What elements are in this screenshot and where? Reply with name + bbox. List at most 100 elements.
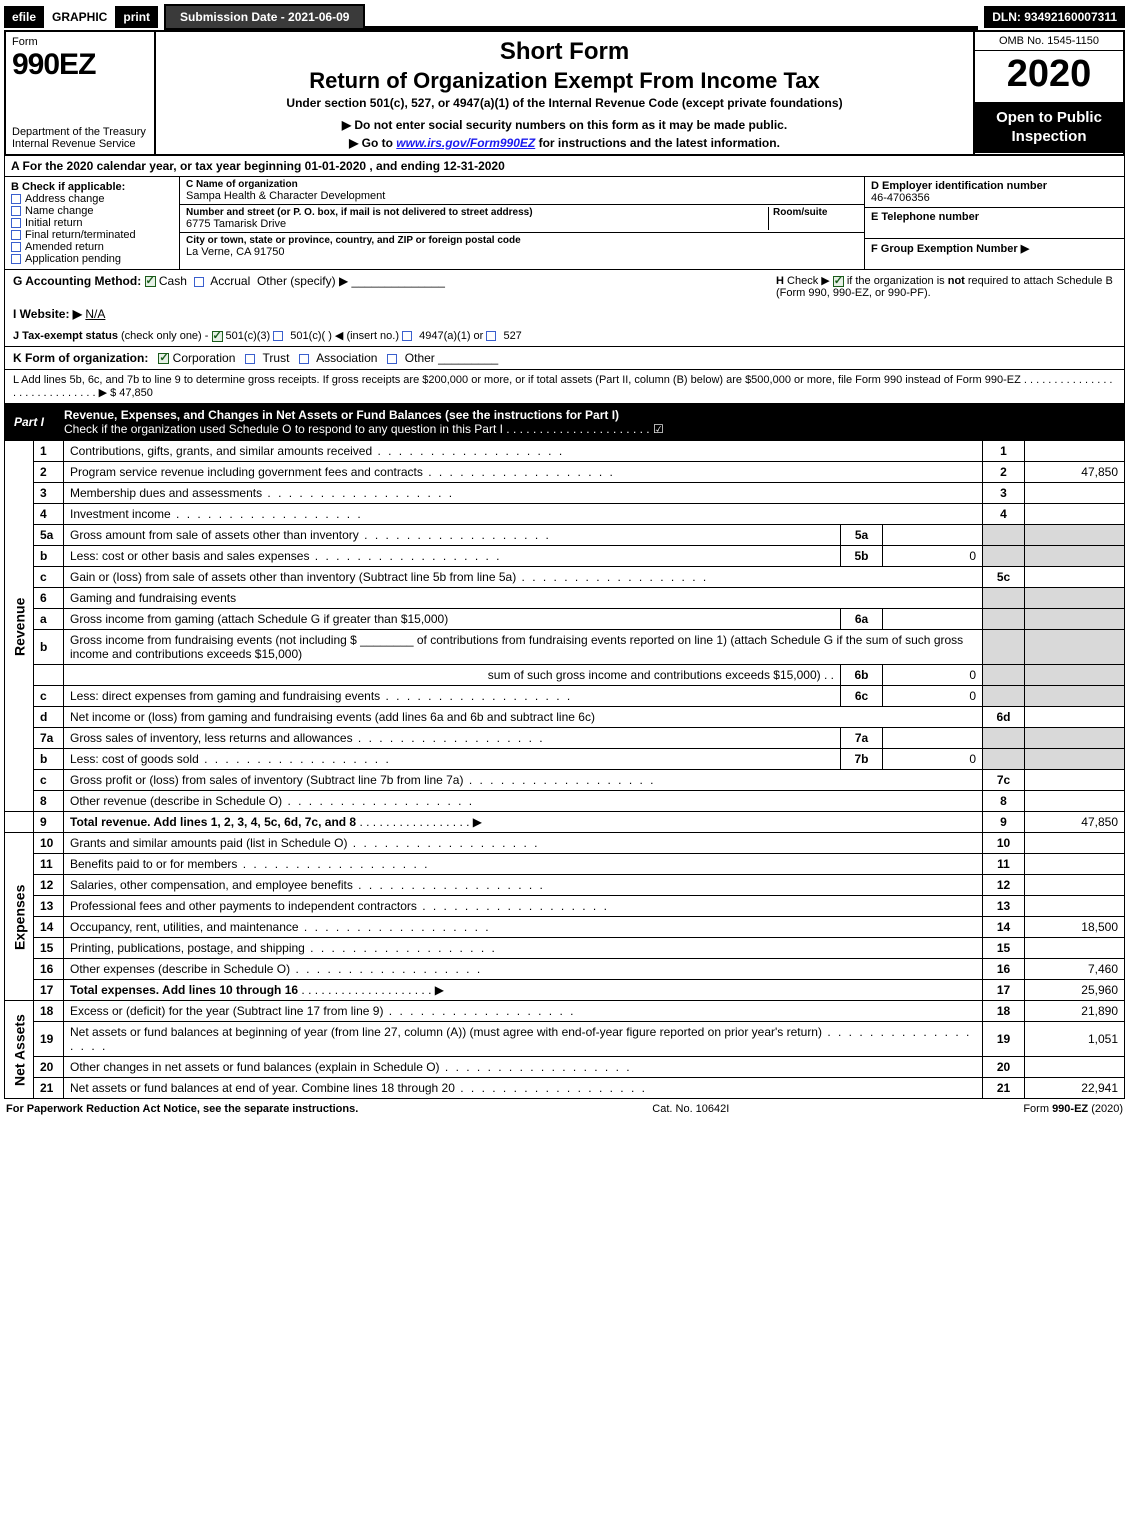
chk-pending[interactable] <box>11 254 21 264</box>
line18-amt: 21,890 <box>1025 1001 1125 1022</box>
line17-text: Total expenses. Add lines 10 through 16 <box>70 983 298 997</box>
line16-text: Other expenses (describe in Schedule O) <box>64 959 983 980</box>
open-public: Open to Public Inspection <box>975 103 1123 153</box>
tax-year: 2020 <box>975 51 1123 103</box>
line14-amt: 18,500 <box>1025 917 1125 938</box>
line11-amt <box>1025 854 1125 875</box>
dln: DLN: 93492160007311 <box>984 6 1125 28</box>
line11-text: Benefits paid to or for members <box>64 854 983 875</box>
line7a-amt <box>883 728 983 749</box>
line7a-text: Gross sales of inventory, less returns a… <box>64 728 841 749</box>
chk-final[interactable] <box>11 230 21 240</box>
line21-amt: 22,941 <box>1025 1078 1125 1099</box>
line-a: A For the 2020 calendar year, or tax yea… <box>5 156 1124 176</box>
line5b-amt: 0 <box>883 546 983 567</box>
line6c-text: Less: direct expenses from gaming and fu… <box>64 686 841 707</box>
line3-text: Membership dues and assessments <box>64 483 983 504</box>
line2-text: Program service revenue including govern… <box>64 462 983 483</box>
efile-label: efile <box>4 6 44 28</box>
line5a-text: Gross amount from sale of assets other t… <box>64 525 841 546</box>
b-label: B Check if applicable: <box>11 181 173 193</box>
part1-sub: Check if the organization used Schedule … <box>64 422 664 436</box>
submission-date: Submission Date - 2021-06-09 <box>164 4 365 30</box>
line16-amt: 7,460 <box>1025 959 1125 980</box>
line14-text: Occupancy, rent, utilities, and maintena… <box>64 917 983 938</box>
room-label: Room/suite <box>768 207 858 230</box>
chk-accrual[interactable] <box>194 277 204 287</box>
line3-amt <box>1025 483 1125 504</box>
line-g: G Accounting Method: Cash Accrual Other … <box>13 274 776 299</box>
chk-527[interactable] <box>486 331 496 341</box>
line-i: I Website: ▶ N/A <box>5 303 1124 325</box>
line8-text: Other revenue (describe in Schedule O) <box>64 791 983 812</box>
footer-right: Form 990-EZ (2020) <box>1023 1103 1123 1115</box>
line15-amt <box>1025 938 1125 959</box>
footer-left: For Paperwork Reduction Act Notice, see … <box>6 1103 358 1115</box>
d-label: D Employer identification number <box>871 180 1047 192</box>
omb-number: OMB No. 1545-1150 <box>975 32 1123 51</box>
form-number: 990EZ <box>12 48 148 82</box>
line21-text: Net assets or fund balances at end of ye… <box>64 1078 983 1099</box>
line6-text: Gaming and fundraising events <box>64 588 983 609</box>
chk-name[interactable] <box>11 206 21 216</box>
form-subtitle: Return of Organization Exempt From Incom… <box>164 68 965 94</box>
chk-trust[interactable] <box>245 354 255 364</box>
page-footer: For Paperwork Reduction Act Notice, see … <box>4 1099 1125 1119</box>
line5a-amt <box>883 525 983 546</box>
line6b-text: Gross income from fundraising events (no… <box>64 630 983 665</box>
chk-501c3[interactable] <box>212 331 223 342</box>
chk-501c[interactable] <box>273 331 283 341</box>
part1-label: Part I <box>4 411 54 433</box>
line5b-text: Less: cost or other basis and sales expe… <box>64 546 841 567</box>
line7c-amt <box>1025 770 1125 791</box>
line7c-text: Gross profit or (loss) from sales of inv… <box>64 770 983 791</box>
line13-amt <box>1025 896 1125 917</box>
line7b-amt: 0 <box>883 749 983 770</box>
chk-initial[interactable] <box>11 218 21 228</box>
line-l: L Add lines 5b, 6c, and 7b to line 9 to … <box>5 369 1124 403</box>
line20-text: Other changes in net assets or fund bala… <box>64 1057 983 1078</box>
chk-other[interactable] <box>387 354 397 364</box>
line9-text: Total revenue. Add lines 1, 2, 3, 4, 5c,… <box>70 815 356 829</box>
line6d-text: Net income or (loss) from gaming and fun… <box>64 707 983 728</box>
org-name: Sampa Health & Character Development <box>186 190 858 202</box>
org-address: 6775 Tamarisk Drive <box>186 218 768 230</box>
line17-amt: 25,960 <box>1025 980 1125 1001</box>
line12-text: Salaries, other compensation, and employ… <box>64 875 983 896</box>
chk-corp[interactable] <box>158 353 169 364</box>
part1-title: Revenue, Expenses, and Changes in Net As… <box>64 408 619 422</box>
header-line1: Under section 501(c), 527, or 4947(a)(1)… <box>164 96 965 110</box>
line-h: H Check ▶ if the organization is not req… <box>776 274 1116 299</box>
line6c-amt: 0 <box>883 686 983 707</box>
line6a-text: Gross income from gaming (attach Schedul… <box>64 609 841 630</box>
line7b-text: Less: cost of goods sold <box>64 749 841 770</box>
line6b-amt: 0 <box>883 665 983 686</box>
form-header: Form 990EZ Department of the TreasuryInt… <box>4 30 1125 156</box>
addr-label: Number and street (or P. O. box, if mail… <box>186 207 768 218</box>
line1-text: Contributions, gifts, grants, and simila… <box>64 441 983 462</box>
line15-text: Printing, publications, postage, and shi… <box>64 938 983 959</box>
ein: 46-4706356 <box>871 192 930 204</box>
chk-cash[interactable] <box>145 276 156 287</box>
print-button[interactable]: print <box>115 6 158 28</box>
chk-address[interactable] <box>11 194 21 204</box>
chk-amended[interactable] <box>11 242 21 252</box>
top-bar: efile GRAPHIC print Submission Date - 20… <box>4 4 1125 30</box>
city-label: City or town, state or province, country… <box>186 235 858 246</box>
line18-text: Excess or (deficit) for the year (Subtra… <box>64 1001 983 1022</box>
line-k: K Form of organization: Corporation Trus… <box>5 346 1124 369</box>
header-line2: ▶ Do not enter social security numbers o… <box>164 118 965 132</box>
line5c-text: Gain or (loss) from sale of assets other… <box>64 567 983 588</box>
c-label: C Name of organization <box>186 179 858 190</box>
line-j: J Tax-exempt status (check only one) - 5… <box>5 325 1124 346</box>
irs-link[interactable]: www.irs.gov/Form990EZ <box>396 136 535 150</box>
chk-assoc[interactable] <box>299 354 309 364</box>
chk-4947[interactable] <box>402 331 412 341</box>
netassets-label: Net Assets <box>5 1001 34 1099</box>
chk-h[interactable] <box>833 276 844 287</box>
graphic-label: GRAPHIC <box>44 6 115 28</box>
line20-amt <box>1025 1057 1125 1078</box>
website: N/A <box>85 307 105 321</box>
form-label: Form <box>12 36 148 48</box>
org-city: La Verne, CA 91750 <box>186 246 858 258</box>
